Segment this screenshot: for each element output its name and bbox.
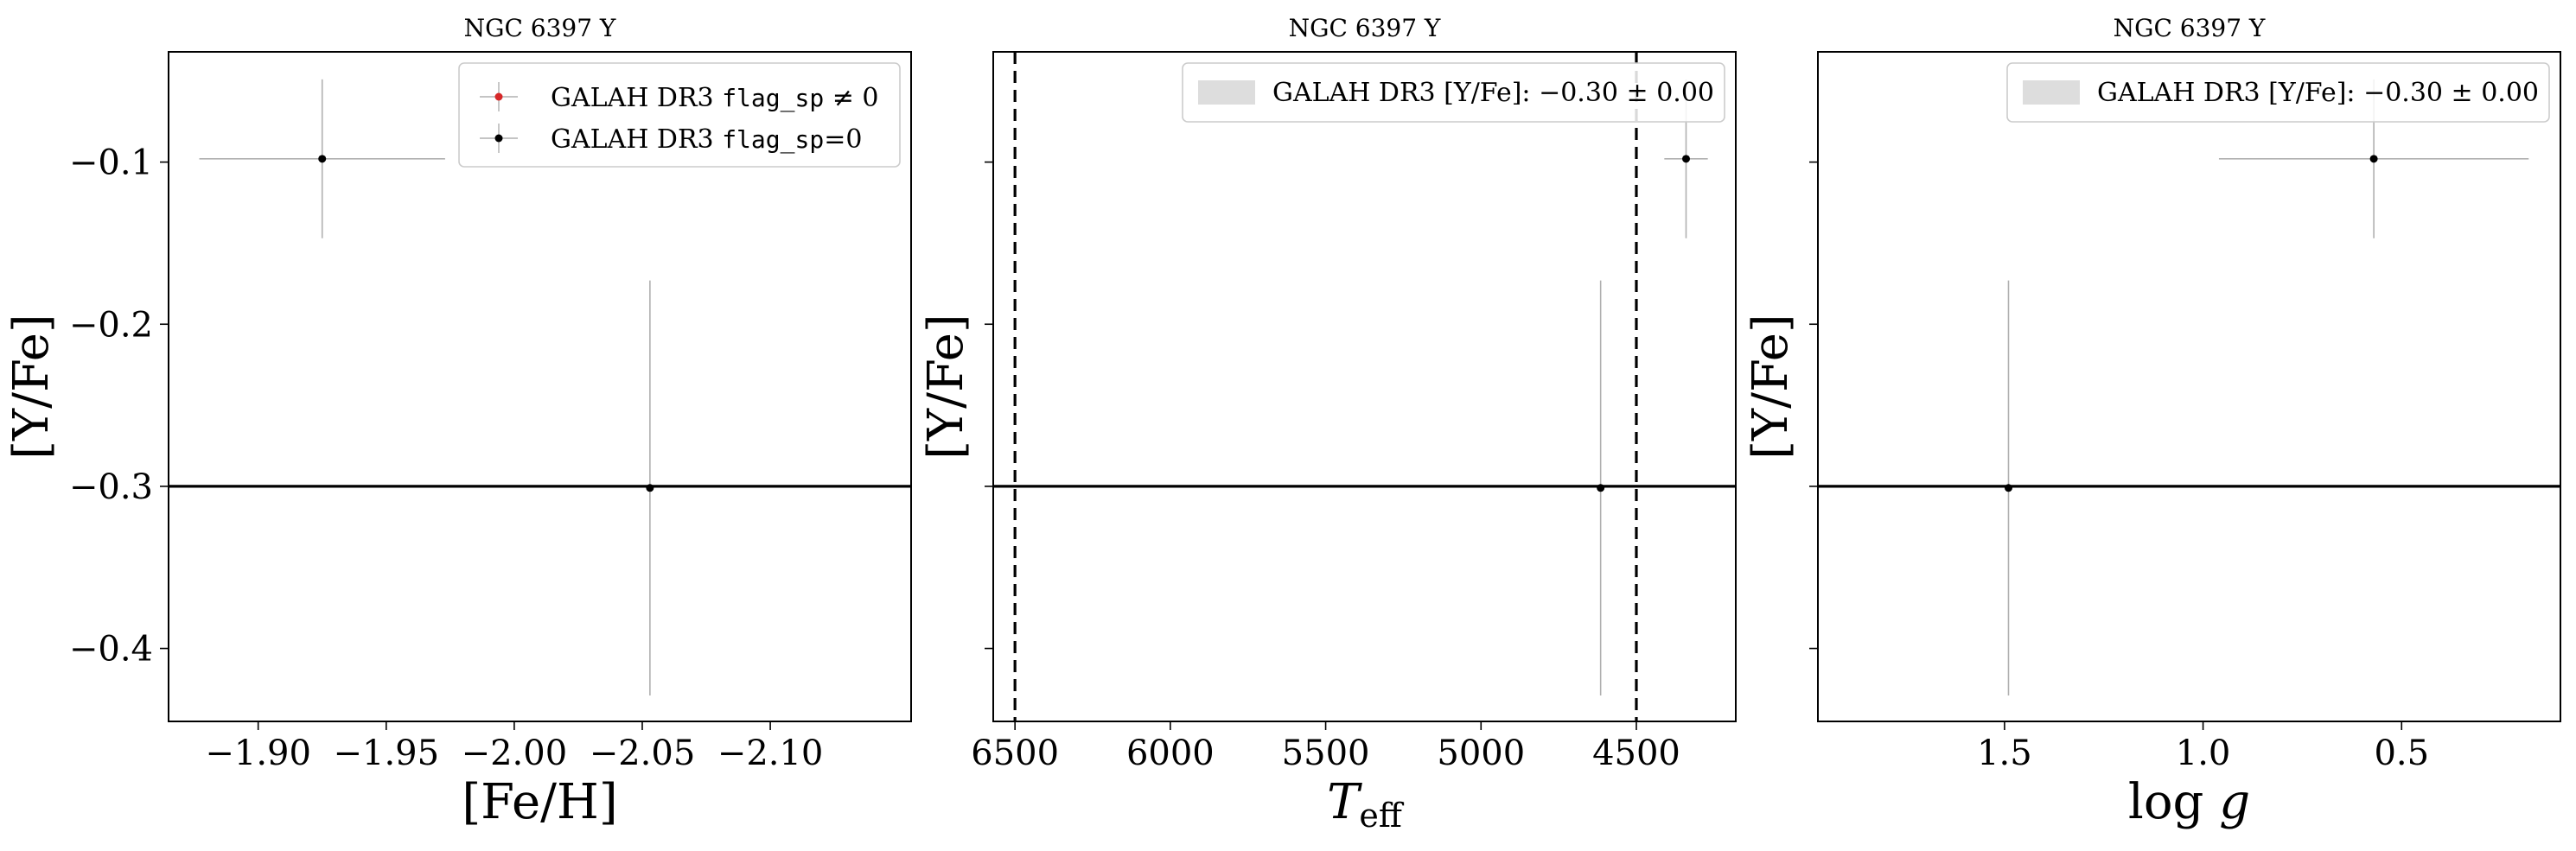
legend-entry-label: GALAH DR3 flag_sp=0 — [551, 124, 862, 155]
legend-entry-code: flag_sp — [722, 125, 824, 155]
legend-entry-prefix: GALAH DR3 [Y/Fe]: — [2097, 78, 2363, 108]
x-tick-label: 1.0 — [2176, 734, 2231, 773]
data-point — [1597, 484, 1605, 492]
x-axis-label-sub: eff — [1359, 797, 1404, 835]
y-tick-label: −0.2 — [69, 305, 153, 345]
x-axis-label-main: T — [1327, 774, 1362, 830]
x-tick-label: 1.5 — [1977, 734, 2032, 773]
legend-box — [2006, 62, 2550, 123]
data-layer — [993, 52, 1736, 721]
legend-band-swatch — [2023, 80, 2080, 105]
x-axis-label: Teff — [1327, 774, 1405, 835]
y-axis-label: [Y/Fe] — [3, 314, 60, 459]
legend-entry-label: GALAH DR3 [Y/Fe]: −0.30 ± 0.00 — [1272, 78, 1714, 108]
legend-entry-label: GALAH DR3 [Y/Fe]: −0.30 ± 0.00 — [2097, 78, 2539, 108]
x-tick-label: −2.10 — [717, 734, 824, 773]
axes-frame — [1817, 51, 2561, 722]
data-point — [1681, 155, 1690, 163]
x-axis-label-main: log — [2128, 774, 2219, 830]
y-tick-label: −0.4 — [69, 630, 153, 670]
legend: GALAH DR3 [Y/Fe]: −0.30 ± 0.00 — [1182, 62, 1725, 123]
x-tick-label: −2.05 — [590, 734, 696, 773]
legend-entry-suffix: =0 — [824, 124, 862, 155]
x-tick-label: 6000 — [1126, 734, 1215, 773]
legend-band-swatch — [1198, 80, 1255, 105]
legend-entry-suffix: −0.30 ± 0.00 — [2363, 78, 2539, 108]
y-tick-label: −0.3 — [69, 467, 153, 507]
y-axis-label: [Y/Fe] — [918, 314, 974, 459]
data-point — [318, 155, 327, 163]
x-tick-label: −1.95 — [333, 734, 439, 773]
x-tick-label: 5500 — [1282, 734, 1370, 773]
legend-marker — [494, 134, 503, 143]
x-tick-label: 6500 — [971, 734, 1059, 773]
legend: GALAH DR3 [Y/Fe]: −0.30 ± 0.00 — [2006, 62, 2550, 123]
x-tick-label: 5000 — [1437, 734, 1525, 773]
legend-entry-prefix: GALAH DR3 — [551, 83, 722, 113]
axes-frame — [992, 51, 1737, 722]
x-tick-label: −1.90 — [205, 734, 311, 773]
x-axis-label: log g — [2128, 774, 2250, 830]
x-tick-label: 0.5 — [2374, 734, 2429, 773]
legend-entry-label: GALAH DR3 flag_sp ≠ 0 — [551, 83, 879, 113]
panel-title: NGC 6397 Y — [2114, 14, 2266, 42]
chart-panel-1: NGC 6397 Y −0.1 −0.2 −0.3 −0.4 −1.90 −1.95 −2.0… — [3, 14, 912, 830]
x-axis-label-sub: g — [2219, 774, 2250, 830]
panel-title: NGC 6397 Y — [1289, 14, 1441, 42]
x-tick-label: 4500 — [1592, 734, 1680, 773]
legend-entry-suffix: ≠ 0 — [824, 83, 878, 113]
legend-marker — [494, 92, 503, 101]
data-layer — [1818, 79, 2560, 695]
data-point — [2369, 155, 2378, 163]
y-axis-label: [Y/Fe] — [1743, 314, 1799, 459]
axes-frame — [168, 51, 912, 722]
legend-entry-prefix: GALAH DR3 — [551, 124, 722, 155]
legend-entry-prefix: GALAH DR3 [Y/Fe]: — [1272, 78, 1539, 108]
legend-entry-suffix: −0.30 ± 0.00 — [1539, 78, 1714, 108]
y-tick-label: −0.1 — [69, 143, 153, 183]
chart-panel-2: NGC 6397 Y 6500 6000 5500 5000 4500 [Y/Fe] Teff… — [918, 14, 1737, 835]
legend-entry-code: flag_sp — [722, 84, 824, 113]
legend-box — [1182, 62, 1725, 123]
x-axis-label: [Fe/H] — [462, 774, 617, 830]
legend-box — [458, 62, 901, 168]
chart-panel-3: NGC 6397 Y 1.5 1.0 0.5 [Y/Fe] log g GALAH DR3 … — [1743, 14, 2561, 830]
data-point — [2004, 484, 2012, 492]
x-tick-label: −2.00 — [462, 734, 568, 773]
data-layer — [169, 79, 911, 695]
data-point — [646, 484, 654, 492]
panel-title: NGC 6397 Y — [464, 14, 616, 42]
